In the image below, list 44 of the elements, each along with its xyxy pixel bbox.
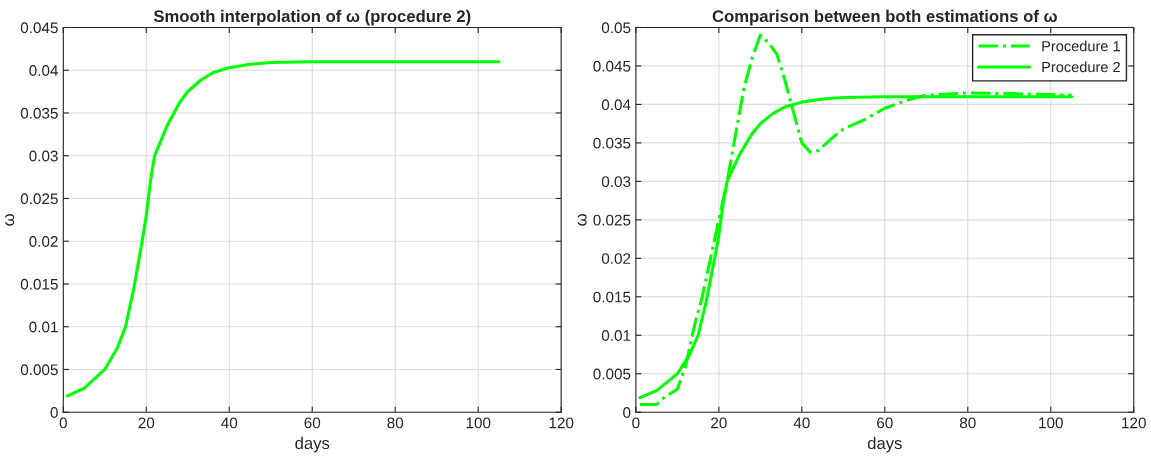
y-tick-label: 0.045 <box>20 22 58 34</box>
y-tick-label: 0.025 <box>20 193 58 205</box>
x-tick-label: 40 <box>793 417 810 429</box>
x-tick-label: 20 <box>711 417 727 429</box>
x-tick-label: 0 <box>632 417 640 429</box>
x-tick-label: 120 <box>549 417 574 429</box>
y-tick-label: 0.02 <box>29 236 58 247</box>
line-series <box>65 60 501 398</box>
x-tick-label: 60 <box>304 417 321 429</box>
y-axis-title: ω <box>5 214 15 226</box>
x-tick-label: 20 <box>138 417 155 429</box>
y-tick-label: 0.045 <box>593 60 631 72</box>
x-tick-label: 80 <box>959 417 976 429</box>
x-tick-label: 120 <box>1122 417 1146 429</box>
y-tick-label: 0.03 <box>601 176 631 188</box>
y-tick-label: 0.05 <box>601 22 631 34</box>
y-axis-title: ω <box>577 214 587 226</box>
y-tick-label: 0.015 <box>593 291 631 303</box>
x-tick-label: 100 <box>1039 417 1063 429</box>
chart-title: Smooth interpolation of ω (procedure 2) <box>153 9 471 26</box>
x-axis-title: days <box>867 436 902 453</box>
x-tick-label: 60 <box>877 417 893 429</box>
y-tick-label: 0.03 <box>29 150 58 162</box>
x-tick-label: 80 <box>387 417 404 429</box>
chart-title: Comparison between both estimations of ω <box>712 9 1057 26</box>
y-tick-label: 0 <box>50 407 58 418</box>
y-tick-label: 0.02 <box>601 253 631 264</box>
x-tick-label: 0 <box>59 417 67 429</box>
x-axis-title: days <box>295 436 330 453</box>
y-tick-label: 0.005 <box>20 364 58 376</box>
y-tick-label: 0 <box>623 407 631 418</box>
y-tick-label: 0.005 <box>593 368 631 380</box>
x-tick-label: 40 <box>221 417 238 429</box>
y-tick-label: 0.025 <box>593 214 631 226</box>
y-tick-label: 0.01 <box>601 330 631 341</box>
legend-label: Procedure 1 <box>1042 40 1120 52</box>
y-tick-label: 0.015 <box>20 278 58 290</box>
y-tick-label: 0.01 <box>29 321 58 333</box>
legend-label: Procedure 2 <box>1042 61 1120 73</box>
y-tick-label: 0.035 <box>20 107 58 119</box>
y-tick-label: 0.035 <box>593 137 631 149</box>
y-tick-label: 0.04 <box>601 99 631 111</box>
y-tick-label: 0.04 <box>29 65 58 76</box>
x-tick-label: 100 <box>466 417 491 429</box>
